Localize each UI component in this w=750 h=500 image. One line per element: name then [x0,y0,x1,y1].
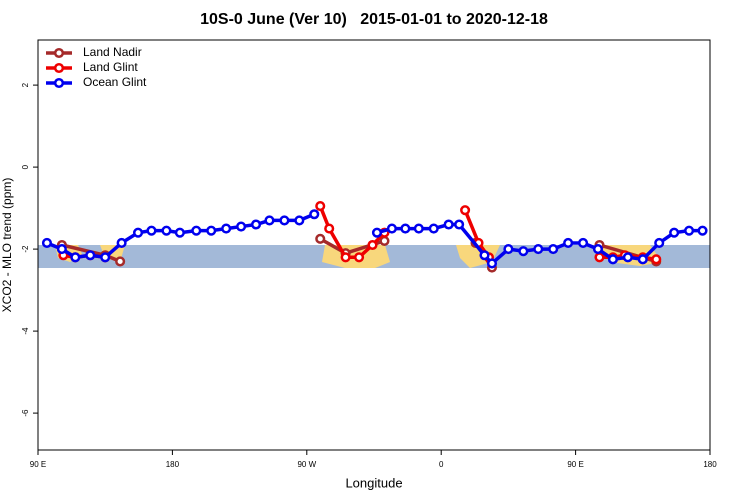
data-point [637,254,648,265]
data-point [578,237,589,248]
data-point [264,215,275,226]
data-point [607,254,618,265]
data-point [309,209,320,220]
legend-marker [53,62,65,74]
legend-label: Land Nadir [83,45,142,59]
data-point [400,223,411,234]
data-point [479,250,490,261]
x-tick-label: 90 W [297,460,316,469]
x-tick-label: 180 [703,460,717,469]
chart-title: 10S-0 June (Ver 10) 2015-01-01 to 2020-1… [200,11,548,28]
data-point [594,252,605,263]
data-point [115,256,126,267]
data-point [684,225,695,236]
x-axis-label: Longitude [345,475,402,490]
y-tick-label: 2 [21,82,30,87]
data-point [563,237,574,248]
data-point [669,227,680,238]
data-point [697,225,708,236]
data-point [133,227,144,238]
data-point [70,252,81,263]
data-point [294,215,305,226]
legend-label: Land Glint [83,60,138,74]
data-point [367,239,378,251]
data-point [315,233,326,244]
y-tick-label: 0 [21,164,30,169]
data-point [56,244,67,255]
data-point [116,237,127,248]
data-point [206,225,217,236]
legend-marker [53,77,65,89]
y-axis-label: XCO2 - MLO trend (ppm) [0,178,14,313]
data-point [85,250,96,261]
data-point [651,254,662,265]
data-point [340,252,351,263]
data-point [354,252,365,263]
x-tick-label: 0 [439,460,444,469]
data-point [533,244,544,255]
y-tick-label: -4 [21,327,30,335]
data-point [236,221,247,232]
data-point [146,225,157,236]
y-tick-label: -2 [21,245,30,253]
legend-label: Ocean Glint [83,75,147,89]
data-point [279,215,290,226]
data-point [221,223,232,234]
y-tick-label: -6 [21,409,30,417]
data-point [654,237,665,248]
x-tick-label: 90 E [567,460,583,469]
plot-frame [37,39,711,451]
data-point [379,235,390,246]
data-point [174,227,185,238]
data-point [191,225,202,236]
data-point [518,246,529,257]
x-tick-label: 180 [166,460,180,469]
data-point [100,252,111,263]
data-point [41,237,53,248]
data-point [428,223,439,234]
data-point [161,225,172,236]
data-point [413,223,424,234]
data-point [324,223,335,234]
data-point [250,219,262,230]
data-point [454,219,465,230]
data-point [592,244,604,255]
data-point [503,244,514,255]
data-point [486,258,498,269]
data-point [386,223,397,234]
data-point [315,201,326,212]
data-point [622,252,633,263]
x-tick-label: 90 E [30,460,46,469]
data-point [443,219,454,230]
data-point [371,227,383,238]
data-point [548,244,559,255]
data-point [460,205,471,216]
legend-marker [53,47,65,59]
